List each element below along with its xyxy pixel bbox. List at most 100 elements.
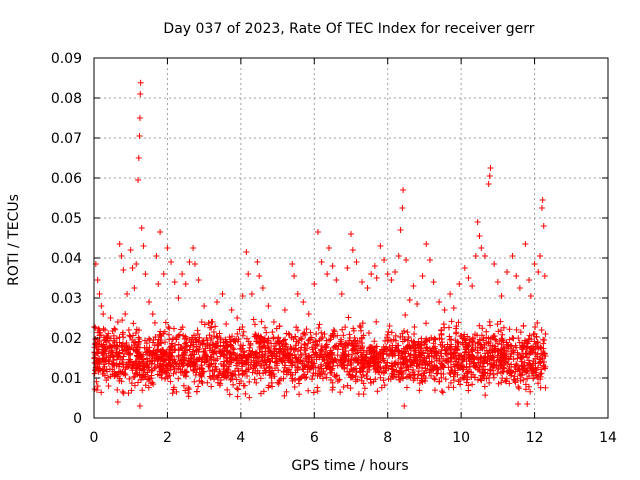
data-point (135, 177, 142, 183)
data-point (230, 346, 237, 353)
data-point (275, 339, 282, 346)
data-point (158, 340, 165, 347)
data-point (380, 369, 387, 376)
data-point (213, 299, 220, 305)
data-point (487, 342, 494, 349)
data-point (358, 334, 365, 341)
data-point (392, 337, 399, 344)
data-point (426, 337, 433, 344)
data-point (139, 387, 146, 394)
data-point (466, 339, 473, 346)
data-point (173, 361, 180, 368)
data-point (210, 372, 217, 379)
data-point (533, 353, 540, 360)
data-point (119, 388, 126, 395)
data-point (383, 362, 390, 369)
data-point (527, 349, 534, 356)
data-point (131, 285, 138, 291)
data-point (538, 370, 545, 377)
data-point (217, 335, 224, 342)
data-point (369, 356, 376, 363)
data-point (110, 337, 117, 344)
data-point (171, 346, 178, 353)
data-point (146, 299, 153, 305)
data-point (187, 352, 194, 359)
y-axis-label: ROTI / TECUs (6, 194, 22, 286)
data-point (268, 340, 275, 347)
data-point (142, 271, 149, 277)
data-point (315, 324, 322, 331)
data-point (114, 399, 121, 405)
y-tick-label: 0.04 (51, 251, 82, 267)
data-point (189, 334, 196, 341)
data-point (175, 295, 182, 301)
data-point (175, 352, 182, 359)
data-point (133, 326, 140, 333)
data-point (445, 324, 452, 331)
data-point (377, 364, 384, 371)
data-point (398, 370, 405, 377)
data-point (318, 259, 325, 265)
data-point (442, 376, 449, 383)
data-point (532, 369, 539, 376)
data-point (268, 374, 275, 381)
data-point (166, 336, 173, 343)
data-point (403, 344, 410, 351)
data-point (414, 363, 421, 370)
data-point (279, 342, 286, 349)
data-point (240, 352, 247, 359)
data-point (275, 367, 282, 374)
data-point (538, 205, 545, 211)
data-point (125, 327, 132, 333)
x-tick-label: 10 (452, 430, 470, 446)
y-tick-label: 0.01 (51, 371, 82, 387)
data-point (438, 388, 445, 395)
data-point (378, 384, 385, 391)
data-point (113, 362, 120, 369)
data-point (366, 366, 373, 373)
data-point (143, 340, 150, 347)
data-point (531, 261, 538, 267)
data-point (95, 346, 102, 353)
data-point (535, 269, 542, 275)
data-point (259, 356, 266, 363)
data-point (135, 155, 142, 161)
data-point (96, 359, 103, 366)
data-point (195, 277, 202, 283)
data-point (131, 373, 138, 380)
data-point (450, 384, 457, 391)
data-point (316, 354, 323, 361)
data-point (498, 341, 505, 348)
data-point (369, 344, 376, 351)
data-point (313, 330, 320, 337)
data-point (190, 360, 197, 367)
data-point (239, 371, 246, 378)
data-point (506, 336, 513, 343)
data-point (265, 303, 272, 309)
data-point (204, 343, 211, 350)
data-point (418, 335, 425, 342)
data-point (99, 355, 106, 362)
data-point (252, 349, 259, 356)
data-point (520, 342, 527, 349)
data-point (100, 350, 107, 357)
data-point (223, 357, 230, 364)
data-point (196, 334, 203, 341)
data-point (516, 339, 523, 346)
data-point (227, 370, 234, 377)
data-point (448, 318, 455, 325)
data-point (119, 356, 126, 363)
data-point (395, 253, 402, 259)
data-point (103, 339, 110, 345)
data-point (242, 390, 249, 397)
data-point (508, 351, 515, 358)
data-point (224, 386, 231, 393)
data-point (522, 241, 529, 247)
data-point (330, 326, 337, 333)
y-tick-label: 0.02 (51, 331, 82, 347)
data-point (96, 291, 103, 297)
data-point (317, 363, 324, 370)
data-point (397, 355, 404, 362)
data-point (250, 364, 257, 371)
data-point (113, 356, 120, 363)
